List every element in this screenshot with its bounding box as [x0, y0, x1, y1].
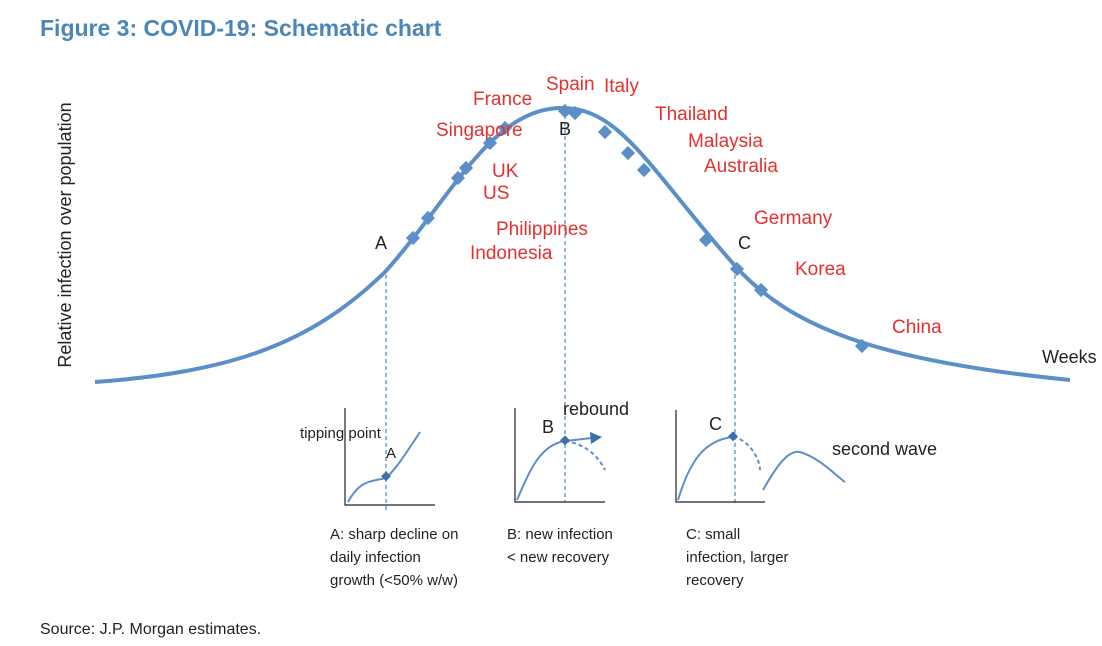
main-curve [94, 105, 1071, 384]
caption-line: daily infection [330, 549, 421, 566]
country-label: Indonesia [470, 243, 553, 264]
inset-c-curve [677, 436, 734, 501]
marker [450, 170, 466, 186]
inset-b-arrow [590, 432, 602, 444]
country-labels: France Spain Italy Singapore Thailand Malaysi… [436, 74, 942, 338]
marker [854, 338, 870, 354]
inset-c-title: second wave [832, 439, 937, 459]
source: Source: J.P. Morgan estimates. [40, 621, 261, 638]
inset-b-curve [516, 437, 593, 501]
country-label: Australia [704, 156, 778, 177]
marker [567, 105, 583, 121]
inset-b-axes [514, 408, 605, 503]
marker [597, 124, 613, 140]
caption-line: recovery [686, 572, 744, 589]
title: Figure 3: COVID-19: Schematic chart [40, 15, 442, 41]
marker [405, 230, 421, 246]
country-label: Germany [754, 208, 833, 229]
y-axis-label: Relative infection over population [55, 102, 75, 367]
inset-a-axes [344, 408, 435, 506]
marker [636, 162, 652, 178]
inset-b-point: B [542, 417, 554, 437]
caption-line: < new recovery [507, 549, 610, 566]
point-c: C [738, 233, 751, 253]
inset-c-point: C [709, 414, 722, 434]
inset-b-dashed [564, 440, 606, 471]
marker [729, 261, 745, 277]
country-label: Italy [604, 76, 639, 97]
markers [405, 103, 870, 354]
marker [620, 145, 636, 161]
inset-c-marker [728, 431, 738, 442]
caption-line: B: new infection [507, 526, 613, 543]
country-label: Korea [795, 259, 846, 280]
country-label: Thailand [655, 104, 728, 125]
x-axis-label: Weeks [1042, 347, 1097, 367]
country-label: France [473, 89, 532, 110]
inset-c-axes [675, 410, 765, 503]
marker [753, 282, 769, 298]
inset-b-marker [560, 435, 570, 446]
marker [698, 232, 714, 248]
point-b: B [559, 119, 571, 139]
caption-line: C: small [686, 526, 740, 543]
country-label: UK [492, 161, 519, 182]
country-label: Philippines [496, 219, 588, 240]
inset-a-marker [381, 471, 391, 482]
inset-c-dashed [732, 436, 761, 471]
inset-a-title: tipping point [300, 425, 382, 442]
country-label: Spain [546, 74, 595, 95]
inset-b-title: rebound [563, 399, 629, 419]
point-a: A [375, 233, 387, 253]
inset-a-curve [347, 431, 421, 503]
marker [497, 120, 513, 136]
inset-c-second [762, 450, 846, 491]
inset-a-point: A [386, 445, 396, 462]
marker [482, 135, 498, 151]
country-label: Malaysia [688, 131, 763, 152]
marker [458, 160, 474, 176]
country-label: Singapore [436, 120, 523, 141]
caption-line: growth (<50% w/w) [330, 572, 458, 589]
country-label: China [892, 317, 942, 338]
marker [557, 103, 573, 119]
caption-line: A: sharp decline on [330, 526, 458, 543]
captions: A: sharp decline on daily infection growth… [330, 526, 789, 589]
marker [420, 210, 436, 226]
country-label: US [483, 183, 509, 204]
caption-line: infection, larger [686, 549, 789, 566]
